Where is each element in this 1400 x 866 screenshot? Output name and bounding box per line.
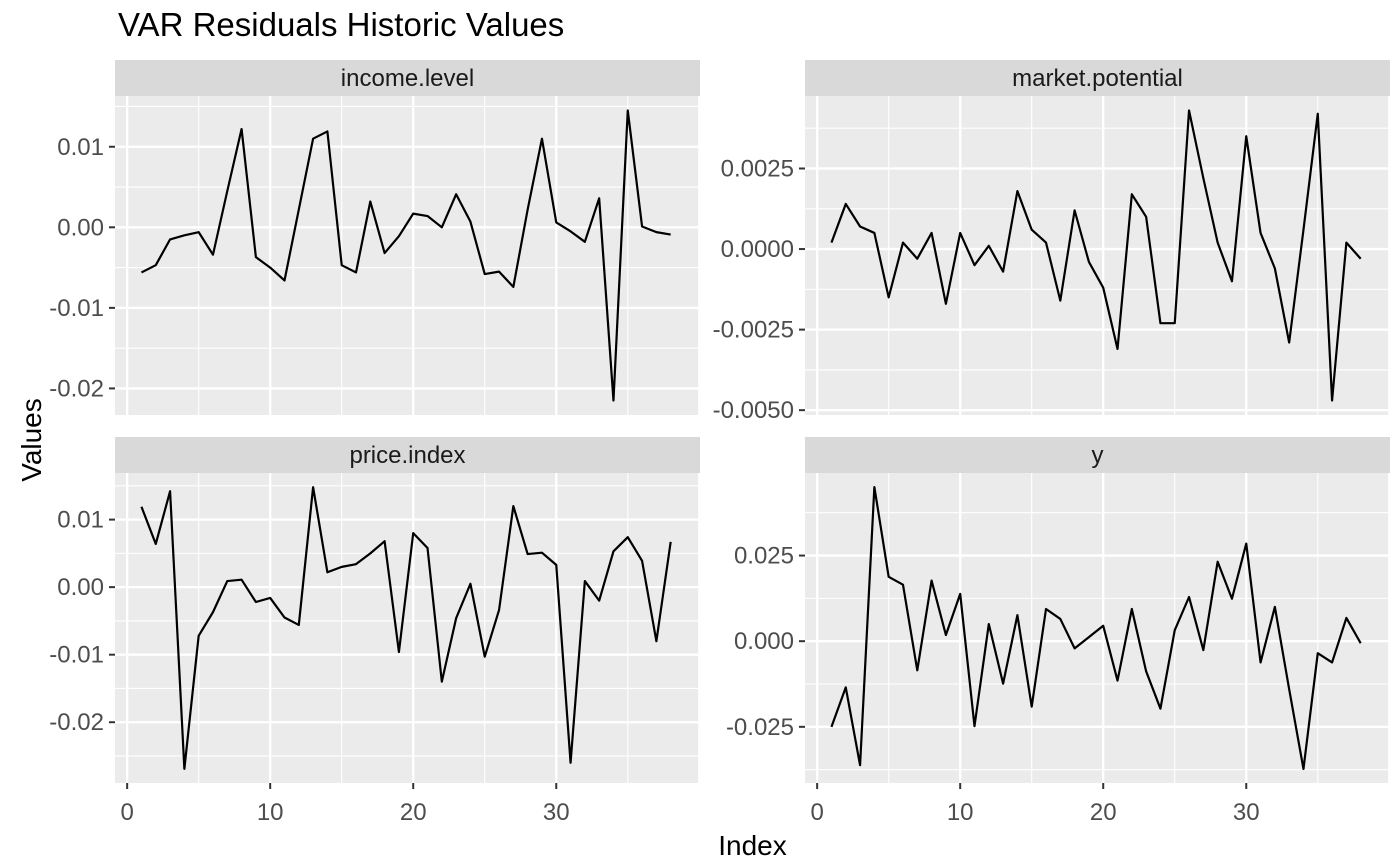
y-tick-label: -0.0025 [713,317,794,344]
x-tick-label: 0 [120,799,133,826]
x-tick-label: 10 [947,799,974,826]
y-tick-label: -0.01 [49,295,104,322]
facet-strip-price.index [115,437,700,473]
facet-panel-income.level [115,96,700,415]
facet-panel-y [805,473,1390,783]
facet-strip-market.potential [805,60,1390,96]
residual-line-y [830,485,1362,771]
y-tick-label: -0.025 [726,714,794,741]
y-tick-label: -0.01 [49,642,104,669]
x-tick-label: 30 [1233,799,1260,826]
facet-strip-label: market.potential [1012,65,1183,92]
x-tick-label: 30 [543,799,570,826]
residual-line-market.potential [830,109,1362,402]
y-tick-label: -0.0050 [713,397,794,424]
y-tick-label: 0.01 [57,507,104,534]
plot-title: VAR Residuals Historic Values [118,6,565,43]
y-axis-title: Values [16,398,47,482]
residual-line-price.index [140,486,672,770]
facet-strip-y [805,437,1390,473]
y-tick-label: -0.02 [49,709,104,736]
x-tick-label: 10 [257,799,284,826]
y-tick-label: 0.025 [734,543,794,570]
x-tick-label: 20 [400,799,427,826]
x-tick-label: 0 [810,799,823,826]
facet-strip-income.level [115,60,700,96]
facet-panel-price.index [115,473,700,783]
y-tick-label: 0.0000 [721,236,794,263]
y-tick-label: 0.00 [57,574,104,601]
facet-strip-label: y [1092,442,1104,469]
y-tick-label: -0.02 [49,375,104,402]
x-tick-label: 20 [1090,799,1117,826]
y-tick-label: 0.000 [734,628,794,655]
residual-line-income.level [140,109,671,402]
x-axis-title: Index [718,830,787,861]
facet-strip-label: price.index [349,442,465,469]
y-tick-label: 0.01 [57,134,104,161]
y-tick-label: 0.00 [57,214,104,241]
y-tick-label: 0.0025 [721,156,794,183]
facet-strip-label: income.level [341,65,474,92]
facet-panel-market.potential [805,96,1390,415]
